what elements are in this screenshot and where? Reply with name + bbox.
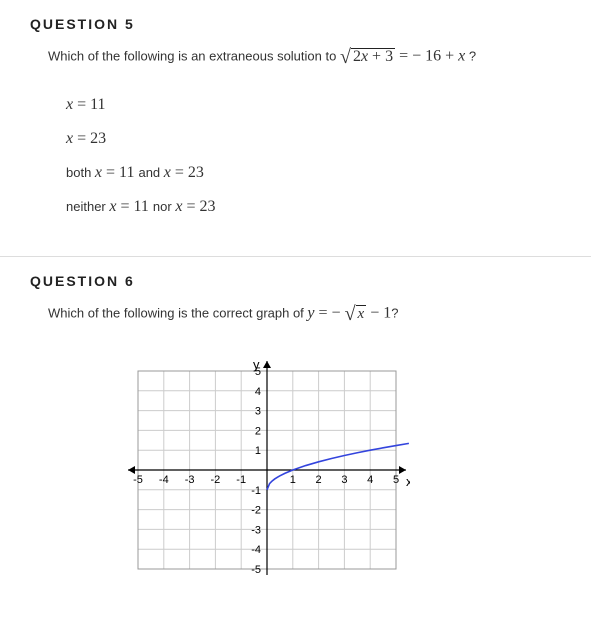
- svg-text:y: y: [253, 357, 260, 372]
- svg-text:1: 1: [255, 445, 261, 457]
- graph-svg: -5-4-3-2-112345-5-4-3-2-112345xy: [110, 353, 410, 583]
- q5-options: x = 11 x = 23 both x = 11 and x = 23 nei…: [66, 96, 561, 216]
- sqrt-arg-2: x: [356, 305, 367, 322]
- opt3-f: = 23: [171, 164, 204, 181]
- opt3-c: = 11: [102, 164, 138, 181]
- opt3-d: and: [138, 165, 163, 180]
- question-6: QUESTION 6 Which of the following is the…: [0, 257, 591, 610]
- opt1-eq: = 11: [73, 96, 105, 113]
- svg-text:-5: -5: [133, 474, 143, 486]
- svg-text:5: 5: [393, 474, 399, 486]
- svg-text:1: 1: [290, 474, 296, 486]
- q5-option-3[interactable]: both x = 11 and x = 23: [66, 164, 561, 182]
- question-5: QUESTION 5 Which of the following is an …: [0, 0, 591, 256]
- opt4-c: = 11: [116, 198, 152, 215]
- svg-text:x: x: [406, 474, 410, 489]
- svg-text:-3: -3: [251, 524, 261, 536]
- q5-option-1[interactable]: x = 11: [66, 96, 561, 114]
- svg-text:-5: -5: [251, 564, 261, 576]
- svg-text:-1: -1: [236, 474, 246, 486]
- svg-text:-4: -4: [251, 544, 261, 556]
- q6-y: y: [307, 304, 314, 321]
- q6-mid: = −: [315, 304, 345, 321]
- sqrt-expression-2: √x: [345, 299, 367, 329]
- sqrt-arg: 2x + 3: [351, 48, 395, 65]
- svg-text:2: 2: [316, 474, 322, 486]
- svg-text:4: 4: [367, 474, 373, 486]
- opt3-b: x: [95, 164, 102, 181]
- radical-icon: √: [345, 303, 356, 325]
- q5-eq-mid: = − 16 +: [395, 47, 458, 64]
- q6-qmark: ?: [391, 305, 398, 320]
- q5-qmark: ?: [465, 48, 476, 63]
- q5-option-2[interactable]: x = 23: [66, 130, 561, 148]
- question-5-prompt: Which of the following is an extraneous …: [48, 42, 561, 72]
- question-6-heading: QUESTION 6: [30, 273, 561, 289]
- q5-prompt-text: Which of the following is an extraneous …: [48, 48, 340, 63]
- opt2-eq: = 23: [73, 130, 106, 147]
- svg-text:2: 2: [255, 425, 261, 437]
- svg-text:-4: -4: [159, 474, 169, 486]
- svg-text:4: 4: [255, 386, 261, 398]
- opt4-d: nor: [153, 199, 175, 214]
- q6-prompt-text: Which of the following is the correct gr…: [48, 305, 307, 320]
- opt3-a: both: [66, 165, 95, 180]
- opt4-a: neither: [66, 199, 109, 214]
- svg-text:-3: -3: [185, 474, 195, 486]
- svg-text:3: 3: [255, 406, 261, 418]
- sqrt-expression: √2x + 3: [340, 42, 395, 72]
- question-6-prompt: Which of the following is the correct gr…: [48, 299, 561, 329]
- opt3-e: x: [164, 164, 171, 181]
- svg-text:-2: -2: [251, 505, 261, 517]
- svg-text:-2: -2: [211, 474, 221, 486]
- q5-option-4[interactable]: neither x = 11 nor x = 23: [66, 198, 561, 216]
- graph: -5-4-3-2-112345-5-4-3-2-112345xy: [110, 353, 561, 586]
- question-5-heading: QUESTION 5: [30, 16, 561, 32]
- svg-text:-1: -1: [251, 485, 261, 497]
- svg-text:3: 3: [341, 474, 347, 486]
- q6-after: − 1: [366, 304, 391, 321]
- opt4-f: = 23: [182, 198, 215, 215]
- radical-icon: √: [340, 46, 351, 68]
